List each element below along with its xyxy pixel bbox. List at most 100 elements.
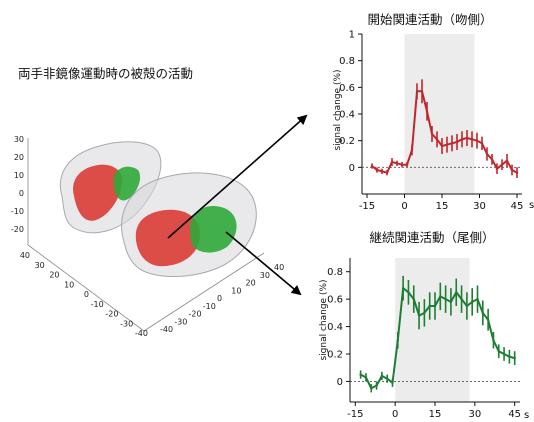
data-point	[445, 143, 449, 146]
z-tick-label: 30	[14, 135, 24, 144]
left-axis-tick-label: -10	[91, 300, 104, 309]
left-axis-tick-label: 40	[20, 251, 30, 260]
right-axis-tick-label: -30	[174, 317, 187, 326]
x-tick-label: 0	[392, 409, 398, 420]
putamen-front-hemisphere	[121, 172, 257, 277]
z-tick-label: -20	[11, 225, 24, 234]
data-point	[475, 139, 479, 142]
data-point	[460, 297, 463, 301]
x-tick-label: 15	[436, 201, 449, 212]
data-point	[385, 171, 389, 174]
data-point	[433, 304, 437, 308]
data-point	[492, 339, 495, 342]
data-point	[476, 297, 479, 301]
y-tick-label: 0.2	[339, 136, 355, 147]
data-point	[428, 304, 431, 308]
brain-z-axis-ticks: 30 20 10 0 -10 -20	[11, 135, 24, 234]
data-point	[450, 142, 454, 145]
right-axis-tick-label: -40	[160, 325, 173, 334]
data-point	[449, 300, 453, 304]
chart-rostral: 開始関連活動（吻側） signal change (%) s 0 0.2 0.4 0.…	[333, 12, 534, 212]
data-point	[401, 286, 405, 290]
x-tick-label: 45	[508, 409, 521, 420]
data-point	[410, 148, 414, 152]
z-tick-label: 10	[14, 171, 24, 180]
right-axis-tick-label: -10	[203, 302, 216, 311]
data-point	[505, 159, 509, 162]
data-point	[515, 171, 519, 174]
x-tick-label: 30	[468, 409, 481, 420]
right-axis-tick-label: 10	[231, 286, 241, 295]
y-axis-label: signal change (%)	[319, 279, 329, 360]
data-point	[455, 291, 458, 294]
y-tick-label: 0	[349, 163, 355, 174]
data-point	[375, 168, 379, 172]
x-tick-label: -15	[347, 409, 363, 420]
left-axis-tick-label: -20	[105, 310, 118, 319]
z-tick-label: -10	[11, 207, 24, 216]
y-axis-label: signal change (%)	[333, 69, 343, 150]
data-point	[490, 158, 494, 161]
data-point	[465, 304, 469, 308]
data-point	[444, 297, 447, 301]
chart-title: 継続関連活動（尾側）	[369, 230, 494, 245]
x-tick-label: 45	[511, 201, 524, 212]
data-point	[359, 373, 362, 376]
y-tick-label: 0.6	[327, 295, 343, 306]
data-point	[510, 168, 514, 172]
x-tick-label: -15	[359, 201, 375, 212]
y-tick-label: 1	[349, 30, 355, 41]
red-activation-cluster	[73, 164, 123, 221]
y-tick-label: 0.4	[327, 322, 343, 333]
y-tick-label: 0	[337, 377, 343, 388]
data-point	[425, 110, 429, 113]
data-point	[465, 136, 469, 140]
x-unit-label: s	[524, 410, 529, 421]
data-point	[380, 374, 384, 378]
data-point	[405, 163, 409, 166]
chart-title: 開始関連活動（吻側）	[367, 12, 492, 27]
green-activation-cluster	[113, 166, 141, 201]
data-point	[385, 377, 389, 380]
data-point	[391, 381, 394, 384]
data-point	[485, 152, 489, 156]
data-point	[370, 164, 374, 168]
y-tick-label: 0.8	[339, 56, 355, 67]
arrow-to-caudal-chart	[225, 231, 302, 296]
brain-figure-title: 両手非鏡像運動時の被殻の活動	[18, 66, 193, 81]
data-point	[500, 163, 504, 166]
chart-caudal: 継続関連活動（尾側） signal change (%) s 0 0.2 0.4 0.…	[319, 230, 529, 421]
data-point	[364, 376, 368, 379]
left-axis-tick-label: 10	[64, 280, 74, 289]
data-point	[423, 311, 426, 315]
right-axis-tick-label: 20	[246, 279, 256, 288]
data-point	[455, 140, 459, 144]
x-tick-label: 0	[401, 201, 407, 212]
data-point	[470, 138, 474, 141]
left-axis-tick-label: 0	[84, 290, 89, 299]
z-tick-label: 0	[19, 189, 24, 198]
y-tick-label: 0.8	[327, 267, 343, 278]
brain-left-axis-ticks: 40 30 20 10 0-10-20-30-40	[20, 251, 148, 338]
data-point	[508, 355, 511, 358]
data-point	[390, 160, 394, 164]
data-point	[430, 132, 434, 136]
data-point	[380, 170, 384, 173]
data-point	[407, 291, 410, 294]
z-tick-label: 20	[14, 153, 24, 162]
left-axis-tick-label: -30	[120, 319, 133, 328]
green-activation-cluster	[190, 206, 237, 253]
data-point	[502, 352, 506, 356]
data-point	[470, 300, 474, 304]
data-point	[400, 163, 404, 166]
right-axis-tick-label: 0	[217, 294, 222, 303]
data-point	[513, 356, 516, 360]
x-tick-label: 15	[429, 409, 442, 420]
data-point	[375, 384, 378, 387]
data-point	[497, 350, 500, 353]
data-point	[439, 295, 442, 298]
y-tick-label: 0.6	[339, 83, 355, 94]
x-unit-label: s	[529, 200, 534, 211]
data-point	[481, 311, 485, 315]
